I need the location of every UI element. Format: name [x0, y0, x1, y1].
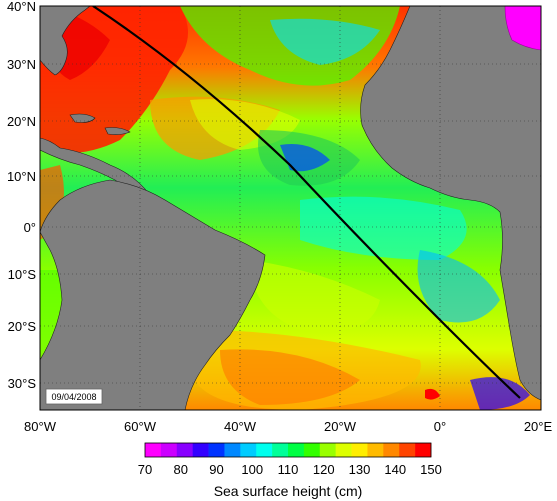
lat-tick-label: 30°N — [7, 57, 36, 72]
lon-tick-label: 80°W — [24, 419, 57, 434]
lon-tick-label: 20°E — [524, 419, 553, 434]
colorbar-cell — [383, 443, 400, 457]
lat-tick-label: 0° — [24, 220, 36, 235]
colorbar-cell — [272, 443, 289, 457]
colorbar-cell — [303, 443, 321, 457]
colorbar-cells — [145, 443, 432, 457]
colorbar-cell — [160, 443, 178, 457]
ship-track-line — [92, 6, 521, 399]
colorbar-cell — [240, 443, 257, 457]
europe-land — [504, 6, 541, 51]
date-label-box: 09/04/2008 — [45, 388, 103, 405]
colorbar-cell — [192, 443, 209, 457]
colorbar-tick-label: 110 — [278, 462, 299, 477]
colorbar-tick-label: 150 — [420, 462, 442, 477]
colorbar-tick-label: 80 — [174, 462, 188, 477]
africa-land — [360, 6, 541, 401]
colorbar-cell — [319, 443, 336, 457]
colorbar-cell — [367, 443, 384, 457]
colorbar-cell — [415, 443, 432, 457]
lat-tick-label: 40°N — [7, 0, 36, 14]
south-america-land — [40, 179, 266, 410]
colorbar-tick-label: 70 — [138, 462, 152, 477]
lon-tick-label: 0° — [434, 419, 446, 434]
colorbar-tick-label: 100 — [241, 462, 263, 477]
plot-frame — [39, 5, 542, 411]
colorbar: 70 80 90 100 110 120 130 140 150 Sea sur… — [138, 442, 442, 499]
north-america-land — [40, 6, 91, 76]
colorbar-tick-labels: 70 80 90 100 110 120 130 140 150 — [138, 462, 442, 477]
lon-tick-label: 60°W — [124, 419, 157, 434]
colorbar-tick-label: 90 — [209, 462, 223, 477]
lon-tick-label: 20°W — [324, 419, 357, 434]
caribbean-islands — [69, 113, 131, 135]
colorbar-tick-label: 140 — [384, 462, 406, 477]
lat-tick-label: 10°N — [7, 169, 36, 184]
lat-tick-label: 30°S — [8, 376, 37, 391]
colorbar-cell — [351, 443, 368, 457]
latitude-ticks: 40°N 30°N 20°N 10°N 0° 10°S 20°S 30°S — [7, 0, 36, 391]
lat-tick-label: 20°S — [8, 319, 37, 334]
colorbar-cell — [145, 443, 162, 457]
colorbar-tick-label: 130 — [349, 462, 371, 477]
colorbar-cell — [176, 443, 193, 457]
colorbar-cell — [288, 443, 305, 457]
lon-tick-label: 40°W — [224, 419, 257, 434]
colorbar-cell — [335, 443, 352, 457]
longitude-ticks: 80°W 60°W 40°W 20°W 0° 20°E — [24, 419, 552, 434]
colorbar-frame — [144, 442, 432, 458]
colorbar-cell — [208, 443, 225, 457]
colorbar-cell — [399, 443, 416, 457]
colorbar-cell — [224, 443, 241, 457]
colorbar-title: Sea surface height (cm) — [214, 483, 363, 499]
land-masses — [40, 6, 541, 410]
colorbar-cell — [256, 443, 273, 457]
map-plot-area — [40, 6, 541, 410]
date-label: 09/04/2008 — [51, 392, 96, 402]
colorbar-tick-label: 120 — [313, 462, 335, 477]
lat-tick-label: 20°N — [7, 114, 36, 129]
lat-tick-label: 10°S — [8, 267, 37, 282]
graticule — [40, 6, 541, 410]
